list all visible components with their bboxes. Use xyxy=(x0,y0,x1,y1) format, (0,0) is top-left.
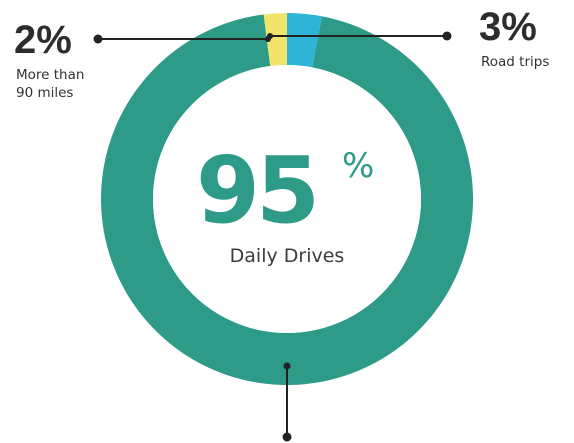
center-value: 95 xyxy=(196,137,316,244)
center-label: Daily Drives xyxy=(230,245,345,267)
callout-3pct-line1: Road trips xyxy=(481,54,549,70)
center-percent-sign: % xyxy=(342,146,374,186)
donut-slices xyxy=(101,13,474,385)
callout-2pct-line1: More than xyxy=(16,67,84,83)
donut-slice-road-trips xyxy=(287,13,322,68)
leader-dot-3pct-outer xyxy=(442,31,452,41)
donut-slice-more-than-90-miles xyxy=(263,13,287,67)
leader-dot-95pct-outer xyxy=(282,432,292,442)
donut-hole xyxy=(153,65,421,333)
callout-2pct-line2: 90 miles xyxy=(16,85,73,101)
leader-dot-3pct-inner xyxy=(267,33,273,39)
leader-dot-2pct-outer xyxy=(93,34,103,44)
callout-2pct-value: 2% xyxy=(14,18,72,62)
callout-3pct-value: 3% xyxy=(479,5,537,49)
leader-dot-95pct-inner xyxy=(283,362,291,370)
